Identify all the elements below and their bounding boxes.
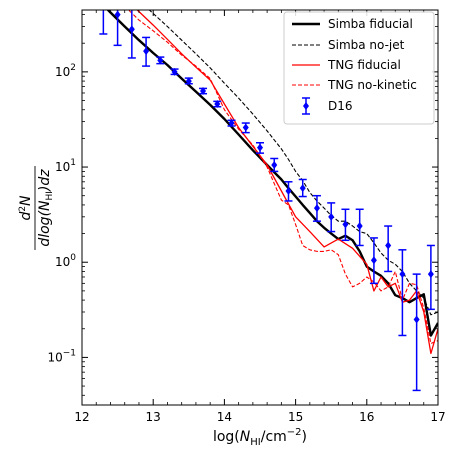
data-marker — [385, 241, 392, 250]
data-marker — [399, 270, 406, 279]
data-point-d16-8 — [213, 99, 222, 108]
data-marker — [356, 222, 363, 231]
data-point-d16-2 — [127, 10, 136, 59]
data-marker — [328, 212, 335, 221]
data-point-d16-5 — [170, 67, 179, 76]
data-point-d16-18 — [355, 208, 364, 247]
data-point-d16-4 — [156, 56, 165, 65]
legend-frame — [283, 11, 435, 125]
observation-layer — [99, 10, 435, 392]
data-marker — [285, 187, 292, 196]
x-tick-label: 13 — [146, 410, 161, 424]
legend-d16-marker — [303, 102, 309, 110]
y-tick-label: 101 — [55, 158, 76, 174]
data-point-d16-3 — [142, 36, 151, 67]
x-tick-label: 12 — [74, 410, 89, 424]
data-marker — [114, 10, 121, 19]
data-marker — [228, 119, 235, 128]
x-tick-label: 15 — [288, 410, 303, 424]
data-point-d16-20 — [384, 225, 393, 273]
legend: Simba fiducial Simba no-jet TNG fiducial… — [283, 11, 435, 125]
data-point-d16-9 — [227, 119, 236, 128]
data-point-d16-6 — [184, 77, 193, 86]
data-point-d16-23 — [426, 244, 435, 311]
data-point-d16-21 — [398, 249, 407, 337]
data-point-d16-0 — [99, 10, 108, 35]
data-marker — [157, 56, 164, 65]
data-marker — [200, 86, 207, 95]
x-tick-label: 14 — [217, 410, 232, 424]
data-point-d16-7 — [199, 86, 208, 95]
data-marker — [313, 204, 320, 213]
data-marker — [427, 270, 434, 279]
data-point-d16-12 — [270, 157, 279, 173]
y-tick-label: 102 — [55, 63, 76, 79]
data-marker — [143, 47, 150, 56]
data-point-d16-17 — [341, 208, 350, 242]
series-line-simba-no-jet — [148, 10, 438, 316]
data-marker — [370, 256, 377, 265]
data-marker — [242, 123, 249, 132]
data-point-d16-22 — [412, 273, 421, 392]
legend-label-simba-no-jet: Simba no-jet — [328, 38, 405, 52]
legend-swatch-d16 — [302, 97, 310, 115]
data-marker — [185, 77, 192, 86]
legend-label-tng-fiducial: TNG fiducial — [327, 58, 401, 72]
data-point-d16-11 — [256, 142, 264, 154]
data-point-d16-10 — [241, 122, 250, 134]
x-tick-label: 17 — [430, 410, 445, 424]
y-axis-label-denominator: dlog(NHI)dz — [37, 169, 55, 247]
data-marker — [257, 143, 263, 152]
data-marker — [214, 99, 221, 108]
data-point-d16-15 — [312, 194, 321, 222]
legend-label-simba-fiducial: Simba fiducial — [328, 17, 413, 31]
legend-label-d16: D16 — [328, 99, 353, 113]
data-point-d16-19 — [369, 237, 378, 285]
data-marker — [299, 184, 306, 193]
data-marker — [271, 161, 278, 170]
y-tick-label: 100 — [55, 253, 76, 269]
plot-frame — [81, 9, 439, 406]
data-point-d16-14 — [298, 178, 307, 198]
data-marker — [128, 25, 135, 34]
data-marker — [413, 315, 420, 324]
legend-label-tng-no-kinetic: TNG no-kinetic — [327, 78, 417, 92]
data-marker — [171, 67, 178, 76]
y-axis-label: d2N dlog(NHI)dz — [18, 166, 55, 250]
series-line-tng-no-kinetic — [127, 10, 438, 345]
series-line-simba-fiducial — [106, 10, 438, 337]
x-tick-label: 16 — [359, 410, 374, 424]
y-axis-label-numerator: d2N — [18, 195, 34, 221]
data-point-d16-13 — [284, 181, 293, 202]
x-axis-label: log(NHI/cm−2) — [213, 427, 307, 448]
y-tick-label: 10−1 — [47, 348, 76, 364]
data-point-d16-1 — [113, 10, 122, 47]
data-marker — [342, 220, 349, 229]
data-point-d16-16 — [327, 202, 336, 233]
